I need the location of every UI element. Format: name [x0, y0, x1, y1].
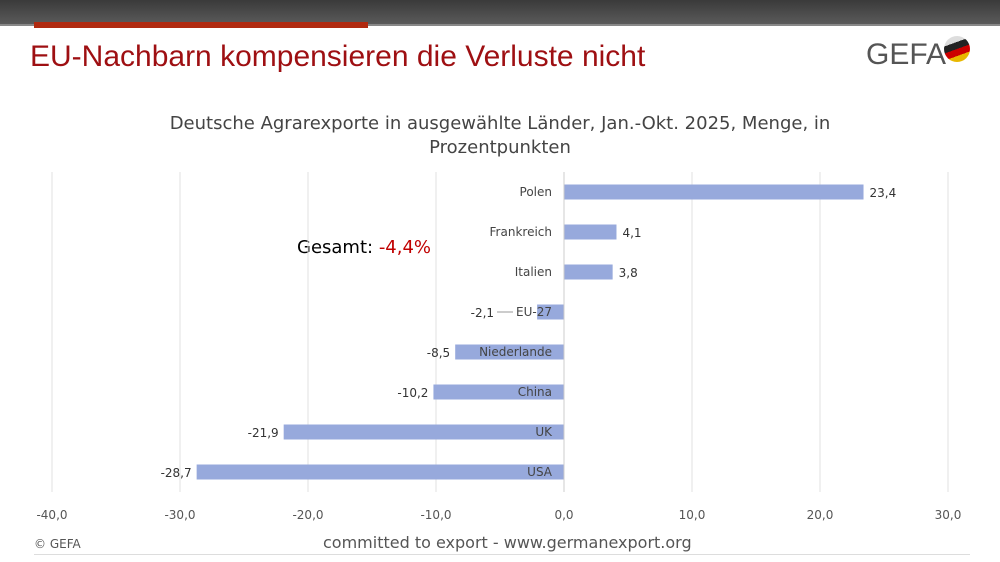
- category-label: China: [518, 385, 552, 399]
- copyright: © GEFA: [34, 537, 81, 551]
- x-tick-label: -30,0: [164, 508, 195, 522]
- gefa-logo: GEFA: [866, 38, 947, 71]
- x-tick-label: 30,0: [935, 508, 962, 522]
- data-label: -21,9: [248, 426, 279, 440]
- category-label: UK: [535, 425, 553, 439]
- bar: [564, 224, 617, 240]
- x-tick-label: 0,0: [554, 508, 573, 522]
- data-label: 23,4: [870, 186, 897, 200]
- tagline: committed to export - www.germanexport.o…: [323, 533, 692, 552]
- data-label: -2,1: [471, 306, 494, 320]
- category-label: USA: [527, 465, 553, 479]
- category-label: Polen: [520, 185, 552, 199]
- total-value: -4,4%: [378, 237, 432, 258]
- x-tick-label: -40,0: [36, 508, 67, 522]
- category-label: EU-27: [516, 305, 552, 319]
- category-label: Italien: [515, 265, 552, 279]
- bar: [283, 424, 564, 440]
- bar: [537, 304, 564, 320]
- bar: [564, 184, 864, 200]
- x-tick-label: -10,0: [420, 508, 451, 522]
- data-label: -8,5: [427, 346, 450, 360]
- total-annotation: Gesamt: -4,4%: [297, 237, 431, 258]
- data-label: -10,2: [397, 386, 428, 400]
- accent-line: [34, 22, 368, 28]
- x-tick-label: 20,0: [807, 508, 834, 522]
- data-label: -28,7: [161, 466, 192, 480]
- chart-title: Deutsche Agrarexporte in ausgewählte Län…: [169, 113, 831, 158]
- category-label: Niederlande: [479, 345, 552, 359]
- top-bar: [0, 0, 1000, 26]
- bar: [433, 384, 564, 400]
- bar: [455, 344, 564, 360]
- total-label: Gesamt:: [297, 237, 379, 258]
- x-tick-label: 10,0: [679, 508, 706, 522]
- page-title: EU-Nachbarn kompensieren die Verluste ni…: [30, 40, 646, 73]
- bar: [196, 464, 564, 480]
- x-tick-label: -20,0: [292, 508, 323, 522]
- category-label: Frankreich: [490, 225, 552, 239]
- data-label: 3,8: [619, 266, 638, 280]
- data-label: 4,1: [622, 226, 641, 240]
- globe-logo-icon: [944, 36, 970, 62]
- bar: [564, 264, 613, 280]
- footer-divider: [34, 554, 970, 555]
